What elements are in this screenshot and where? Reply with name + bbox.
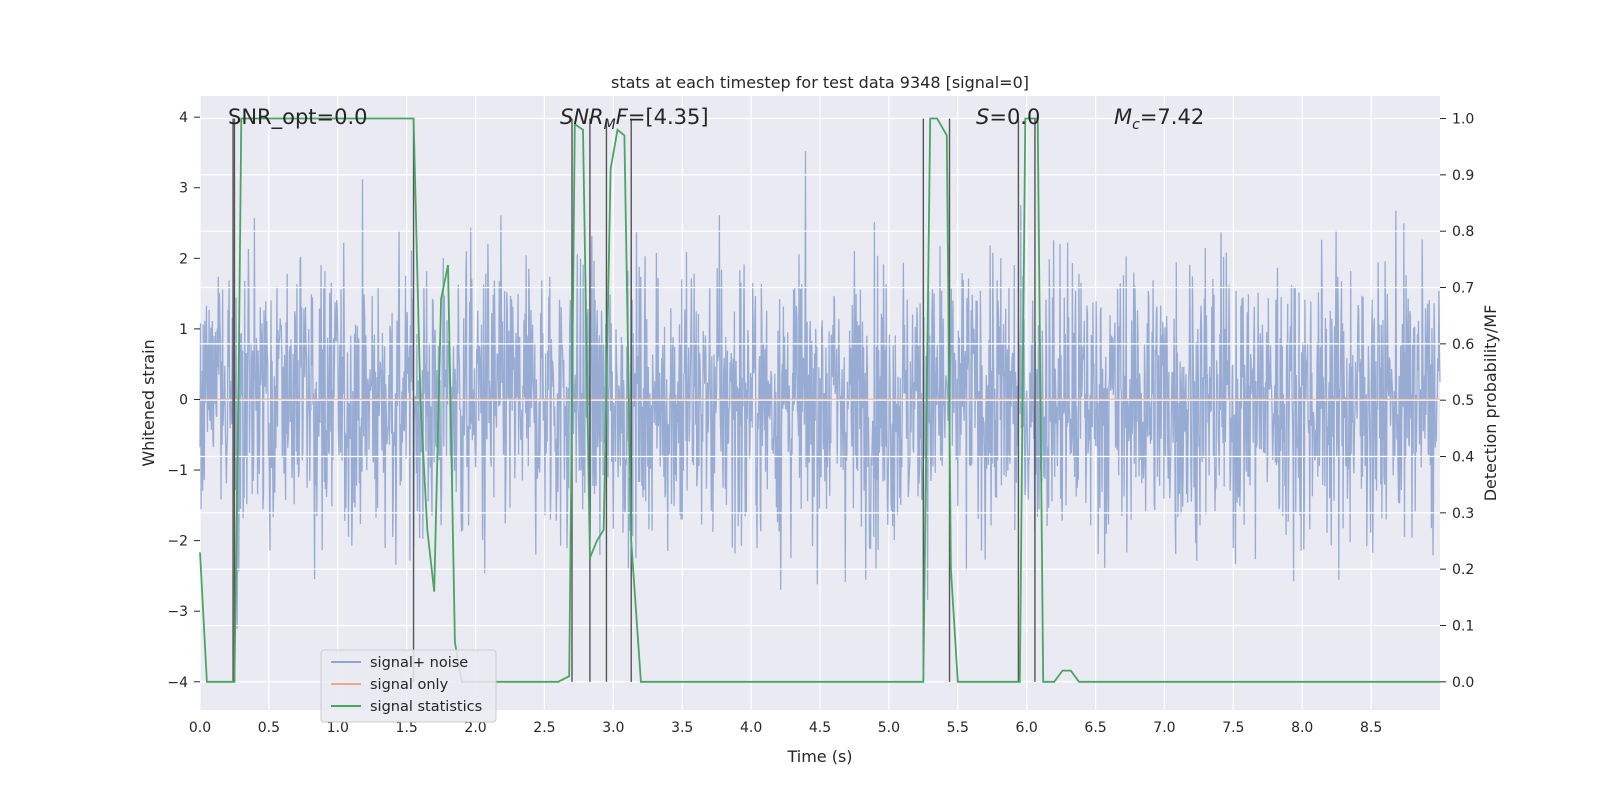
x-tick-label: 2.0 [464, 720, 486, 736]
y-tick-label: −2 [167, 534, 188, 550]
y-tick-label: −3 [167, 604, 188, 620]
y2-tick-label: 1.0 [1452, 112, 1474, 128]
mc-value: =7.42 [1140, 105, 1204, 129]
vertical-markers [232, 118, 1036, 682]
y-axis-ticks: −4 −3 −2 −1 0 1 2 3 4 [167, 110, 200, 691]
x-tick-label: 0.0 [189, 720, 211, 736]
y2-tick-label: 0.5 [1452, 393, 1474, 409]
x-tick-label: 8.0 [1291, 720, 1313, 736]
legend: signal+ noise signal only signal statist… [320, 649, 497, 723]
y-tick-label: 0 [179, 392, 188, 408]
y2-axis-label: Detection probability/MF [1481, 305, 1500, 502]
y2-tick-label: 0.4 [1452, 450, 1474, 466]
x-tick-label: 0.5 [258, 720, 280, 736]
statistics-line [199, 117, 1440, 683]
y-tick-label: 4 [179, 110, 188, 126]
annotation-snr-opt: SNR_opt=0.0 [228, 105, 368, 130]
x-tick-label: 1.0 [327, 720, 349, 736]
noise-line [199, 150, 1441, 629]
legend-label-signal-only: signal only [370, 677, 449, 693]
x-tick-label: 4.0 [740, 720, 762, 736]
mc-subscript: c [1132, 117, 1140, 133]
x-tick-label: 8.5 [1360, 720, 1382, 736]
legend-label-signal-noise: signal+ noise [370, 655, 468, 671]
x-tick-label: 4.5 [809, 720, 831, 736]
series-signal-noise [199, 150, 1441, 629]
x-tick-label: 5.5 [947, 720, 969, 736]
legend-label-signal-statistics: signal statistics [370, 699, 482, 715]
x-axis-label: Time (s) [786, 747, 852, 766]
y-tick-label: 2 [179, 251, 188, 267]
mc-symbol: M [1114, 105, 1132, 129]
y-tick-label: −4 [167, 675, 188, 691]
s-symbol: S [976, 105, 989, 129]
y2-tick-label: 0.6 [1452, 337, 1474, 353]
chart-title: stats at each timestep for test data 934… [611, 73, 1029, 92]
x-axis-ticks: 0.0 0.5 1.0 1.5 2.0 2.5 3.0 3.5 4.0 4.5 5.0 5.5 6.0 6… [189, 720, 1382, 736]
y2-tick-label: 0.3 [1452, 506, 1474, 522]
x-tick-label: 1.5 [396, 720, 418, 736]
y2-tick-label: 0.0 [1452, 675, 1474, 691]
annotation-snr-mf: SNRMF=[4.35] [560, 105, 709, 133]
y2-tick-label: 0.8 [1452, 224, 1474, 240]
snr-mf-symbol-2: F [616, 105, 629, 129]
snr-mf-value: =[4.35] [628, 105, 709, 129]
x-tick-label: 7.0 [1153, 720, 1175, 736]
snr-mf-symbol: SNR [560, 105, 604, 129]
y-tick-label: 1 [179, 322, 188, 338]
y-tick-label: 3 [179, 181, 188, 197]
x-tick-label: 3.5 [671, 720, 693, 736]
x-tick-label: 6.5 [1084, 720, 1106, 736]
y-tick-label: −1 [167, 463, 188, 479]
x-tick-label: 7.5 [1222, 720, 1244, 736]
s-value: =0.0 [989, 105, 1040, 129]
annotation-mc: Mc=7.42 [1114, 105, 1204, 133]
series-signal-statistics [199, 117, 1440, 683]
legend-box [320, 649, 497, 723]
x-tick-label: 6.0 [1016, 720, 1038, 736]
y2-tick-label: 0.2 [1452, 562, 1474, 578]
y2-axis-ticks: 0.0 0.1 0.2 0.3 0.4 0.5 0.6 0.7 0.8 0.9 1.0 [1440, 112, 1474, 691]
y-axis-label: Whitened strain [139, 339, 158, 466]
x-tick-label: 2.5 [533, 720, 555, 736]
x-tick-label: 5.0 [878, 720, 900, 736]
x-tick-label: 3.0 [602, 720, 624, 736]
snr-mf-subscript: M [604, 117, 616, 133]
y2-tick-label: 0.1 [1452, 619, 1474, 635]
annotation-s: S=0.0 [976, 105, 1040, 129]
y2-tick-label: 0.7 [1452, 281, 1474, 297]
y2-tick-label: 0.9 [1452, 168, 1474, 184]
